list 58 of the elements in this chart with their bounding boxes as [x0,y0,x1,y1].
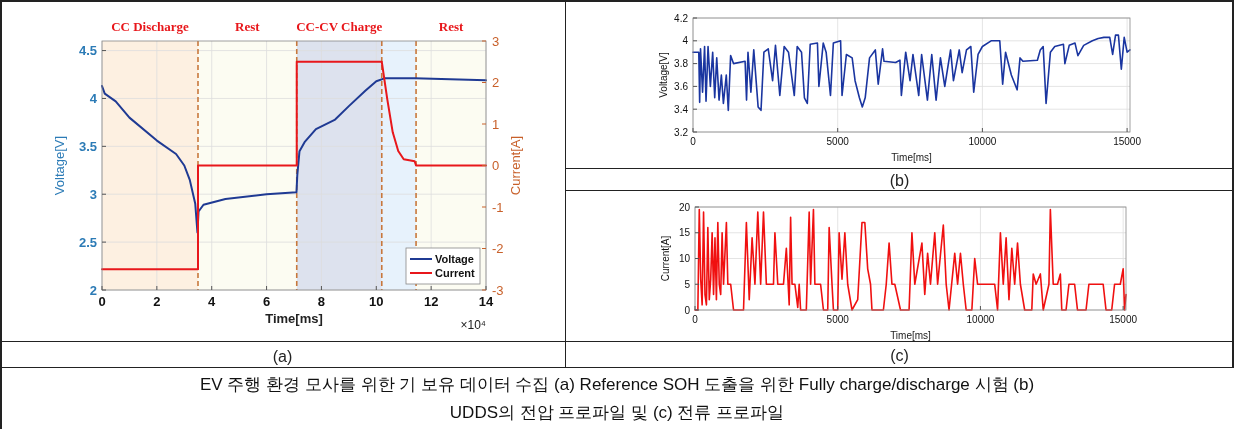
y2-tick-label: -3 [492,282,504,298]
y2-axis-title: Current[A] [508,135,523,196]
x-axis-title: Time[ms] [891,152,933,163]
x-tick-label: 0 [692,314,699,325]
y2-tick-label: 3 [492,33,500,49]
y-axis-title: Current[A] [660,235,671,282]
x-tick-label: 14 [478,294,494,309]
line-series [692,34,1131,112]
y-tick-label: 4 [682,35,689,47]
y-tick-label: 5 [684,278,691,290]
y-tick-label: 4.2 [674,12,689,24]
y-tick-label: 3.5 [78,138,97,154]
x-tick-label: 15000 [1109,314,1138,325]
line-series [101,77,487,234]
y-tick-label: 3.2 [674,126,689,138]
y2-tick-label: -2 [492,241,504,257]
band-label: CC-CV Charge [296,19,383,34]
x-axis-title: Time[ms] [890,330,932,341]
y-tick-label: 4.5 [78,43,97,59]
x-tick-label: 5000 [826,136,850,147]
x-tick-label: 10 [369,294,384,309]
x-tick-label: 2 [153,294,161,309]
y-tick-label: 10 [678,253,691,264]
y2-tick-label: 1 [492,116,500,132]
line-series [101,60,487,271]
y2-tick-label: 0 [492,158,500,174]
band-label: Rest [235,19,261,34]
y-tick-label: 2.5 [78,234,97,250]
band-label: CC Discharge [111,19,190,34]
y2-tick-label: 2 [492,75,500,91]
text: (c) [890,347,909,364]
y-tick-label: 4 [89,91,98,107]
x-tick-label: 5000 [826,314,850,325]
y2-tick-label: -1 [492,199,504,215]
y-axis-title: Voltage[V] [658,51,669,98]
x-tick-label: 12 [423,294,439,309]
y-tick-label: 2 [89,282,97,298]
x-tick-label: 6 [262,294,271,309]
x-tick-label: 8 [317,294,326,309]
y-tick-label: 20 [678,201,691,213]
y-tick-label: 3.8 [674,58,689,70]
text: (b) [889,172,910,189]
x-tick-label: 10000 [968,136,997,147]
x-axis-title: Time[ms] [265,311,323,326]
band-label: Rest [438,19,464,34]
x-tick-label: 10000 [966,314,995,325]
x-tick-label: 4 [208,294,217,309]
y-tick-label: 3 [89,186,97,202]
y-tick-label: 3.6 [674,80,689,92]
text: (a) [272,348,293,365]
y-tick-label: 15 [678,227,691,239]
y-tick-label: 3.4 [674,103,689,115]
text: EV 주행 환경 모사를 위한 기 보유 데이터 수집 (a) Reference SOH 도출을 위한 Fully charge/discharge 시험 (b) UDDS의 전압 프로파일 및 (c) 전류 프로파일 [198,374,1036,424]
y-axis-title: Voltage[V] [52,135,67,196]
legend-label: Voltage [435,253,474,265]
x-tick-label: 15000 [1113,136,1142,147]
legend-label: Current [435,267,476,279]
text: ×10⁴ [460,318,486,332]
